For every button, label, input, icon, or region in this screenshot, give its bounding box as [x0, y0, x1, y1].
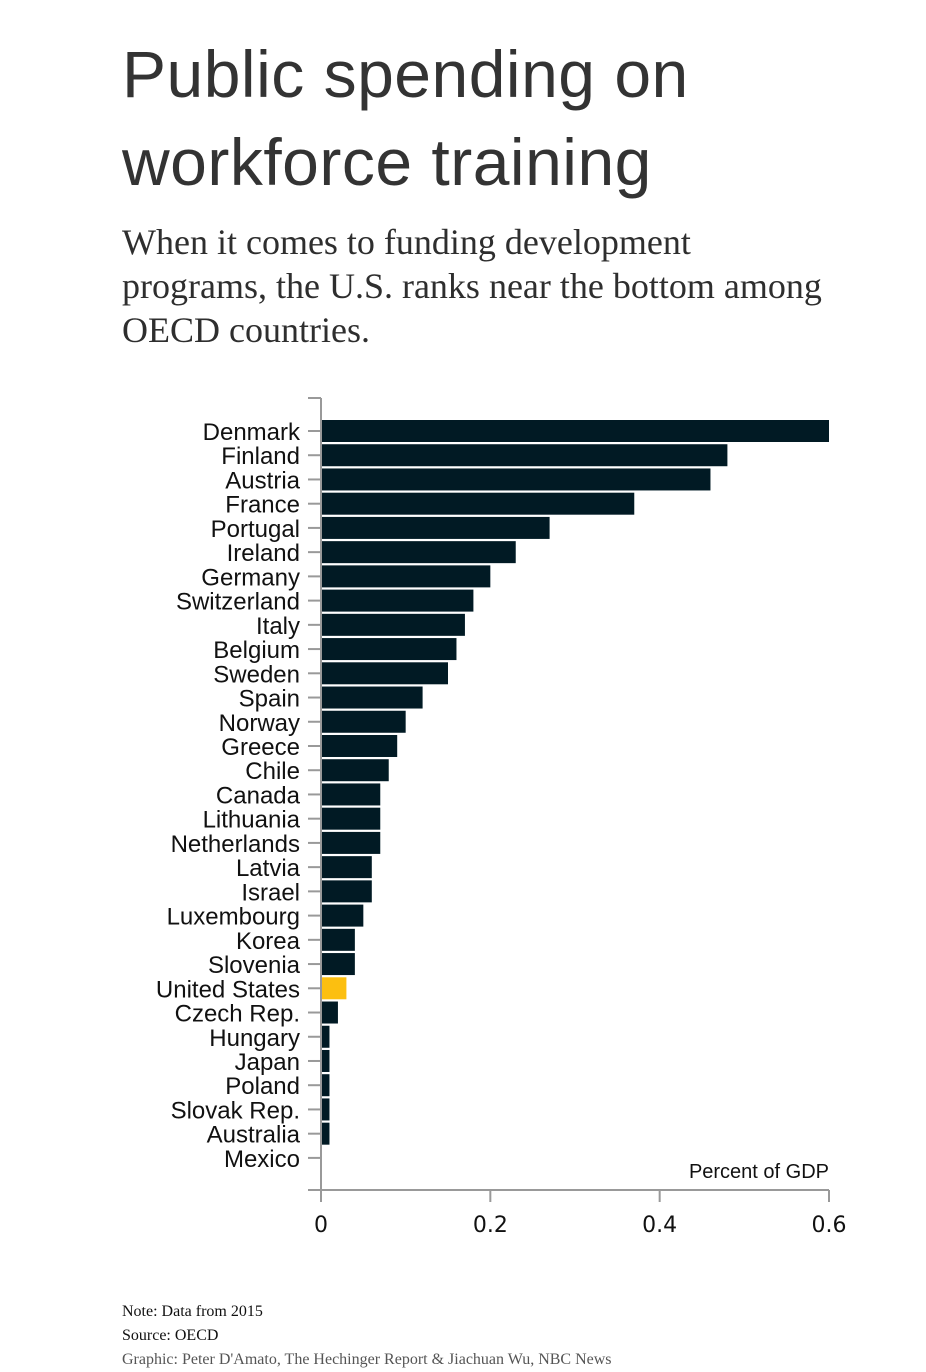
- category-label-japan: Japan: [235, 1049, 300, 1076]
- category-label-italy: Italy: [256, 613, 300, 640]
- bar-luxembourg: [321, 904, 364, 927]
- bar-belgium: [321, 638, 457, 661]
- category-label-luxembourg: Luxembourg: [167, 904, 300, 931]
- x-tick-label: 0.2: [473, 1213, 508, 1238]
- category-label-norway: Norway: [219, 710, 300, 737]
- category-label-france: France: [225, 492, 300, 519]
- category-label-ireland: Ireland: [227, 540, 300, 567]
- footer-note: Note: Data from 2015: [122, 1303, 263, 1320]
- bar-lithuania: [321, 807, 381, 830]
- title-line-2: workforce training: [122, 125, 652, 199]
- category-label-sweden: Sweden: [213, 661, 300, 688]
- x-axis: 0 0.2 0.4 0.6: [308, 1189, 847, 1238]
- category-label-portugal: Portugal: [211, 516, 300, 543]
- bar-slovak-rep: [321, 1098, 330, 1121]
- category-label-slovak-rep: Slovak Rep.: [171, 1097, 300, 1124]
- bar-switzerland: [321, 589, 474, 612]
- bar-italy: [321, 613, 465, 636]
- category-label-australia: Australia: [207, 1122, 301, 1149]
- chart-subtitle: When it comes to funding development pro…: [122, 222, 822, 350]
- bar-israel: [321, 880, 372, 903]
- bar-latvia: [321, 856, 372, 879]
- category-label-united-states: United States: [156, 976, 300, 1003]
- bar-ireland: [321, 541, 516, 564]
- footer-credit: Graphic: Peter D'Amato, The Hechinger Re…: [122, 1351, 612, 1368]
- category-label-korea: Korea: [236, 928, 301, 955]
- category-label-latvia: Latvia: [236, 855, 301, 882]
- bar-spain: [321, 686, 423, 709]
- category-label-belgium: Belgium: [213, 637, 300, 664]
- footer: Note: Data from 2015 Source: OECD Graphi…: [122, 1300, 612, 1372]
- bar-united-states: [321, 977, 347, 1000]
- bar-chile: [321, 759, 389, 782]
- bars-group: [321, 420, 829, 1145]
- x-axis-title: Percent of GDP: [689, 1161, 829, 1183]
- bar-austria: [321, 468, 711, 491]
- bar-hungary: [321, 1025, 330, 1048]
- bar-korea: [321, 928, 355, 951]
- category-label-switzerland: Switzerland: [176, 589, 300, 616]
- bar-germany: [321, 565, 491, 588]
- category-label-spain: Spain: [239, 686, 300, 713]
- bar-sweden: [321, 662, 448, 685]
- category-label-chile: Chile: [245, 758, 300, 785]
- y-axis: DenmarkFinlandAustriaFrancePortugalIrela…: [156, 397, 322, 1190]
- category-label-austria: Austria: [225, 467, 300, 494]
- category-label-germany: Germany: [201, 564, 300, 591]
- bar-poland: [321, 1074, 330, 1097]
- x-tick-label: 0.4: [642, 1213, 677, 1238]
- category-label-israel: Israel: [241, 879, 300, 906]
- bar-greece: [321, 734, 398, 757]
- bar-norway: [321, 710, 406, 733]
- x-tick-label: 0.6: [812, 1213, 847, 1238]
- x-tick-label: 0: [314, 1213, 328, 1238]
- bar-finland: [321, 444, 728, 467]
- category-label-poland: Poland: [225, 1073, 300, 1100]
- bar-slovenia: [321, 953, 355, 976]
- category-label-canada: Canada: [216, 782, 301, 809]
- bar-denmark: [321, 420, 829, 442]
- category-label-lithuania: Lithuania: [203, 807, 301, 834]
- title-line-1: Public spending on: [122, 37, 689, 111]
- bar-australia: [321, 1122, 330, 1145]
- category-label-mexico: Mexico: [224, 1146, 300, 1173]
- category-label-netherlands: Netherlands: [171, 831, 300, 858]
- category-label-czech-rep: Czech Rep.: [175, 1001, 300, 1028]
- category-label-denmark: Denmark: [203, 419, 301, 446]
- category-label-hungary: Hungary: [209, 1025, 300, 1052]
- footer-source: Source: OECD: [122, 1327, 219, 1344]
- bar-france: [321, 492, 635, 515]
- category-label-slovenia: Slovenia: [208, 952, 301, 979]
- bar-czech-rep: [321, 1001, 338, 1024]
- bar-japan: [321, 1049, 330, 1072]
- bar-netherlands: [321, 831, 381, 854]
- bar-chart: DenmarkFinlandAustriaFrancePortugalIrela…: [156, 397, 847, 1238]
- bar-canada: [321, 783, 381, 806]
- chart-title: Public spending on workforce training: [122, 30, 902, 206]
- bar-portugal: [321, 516, 550, 539]
- category-label-finland: Finland: [221, 443, 300, 470]
- category-label-greece: Greece: [221, 734, 300, 761]
